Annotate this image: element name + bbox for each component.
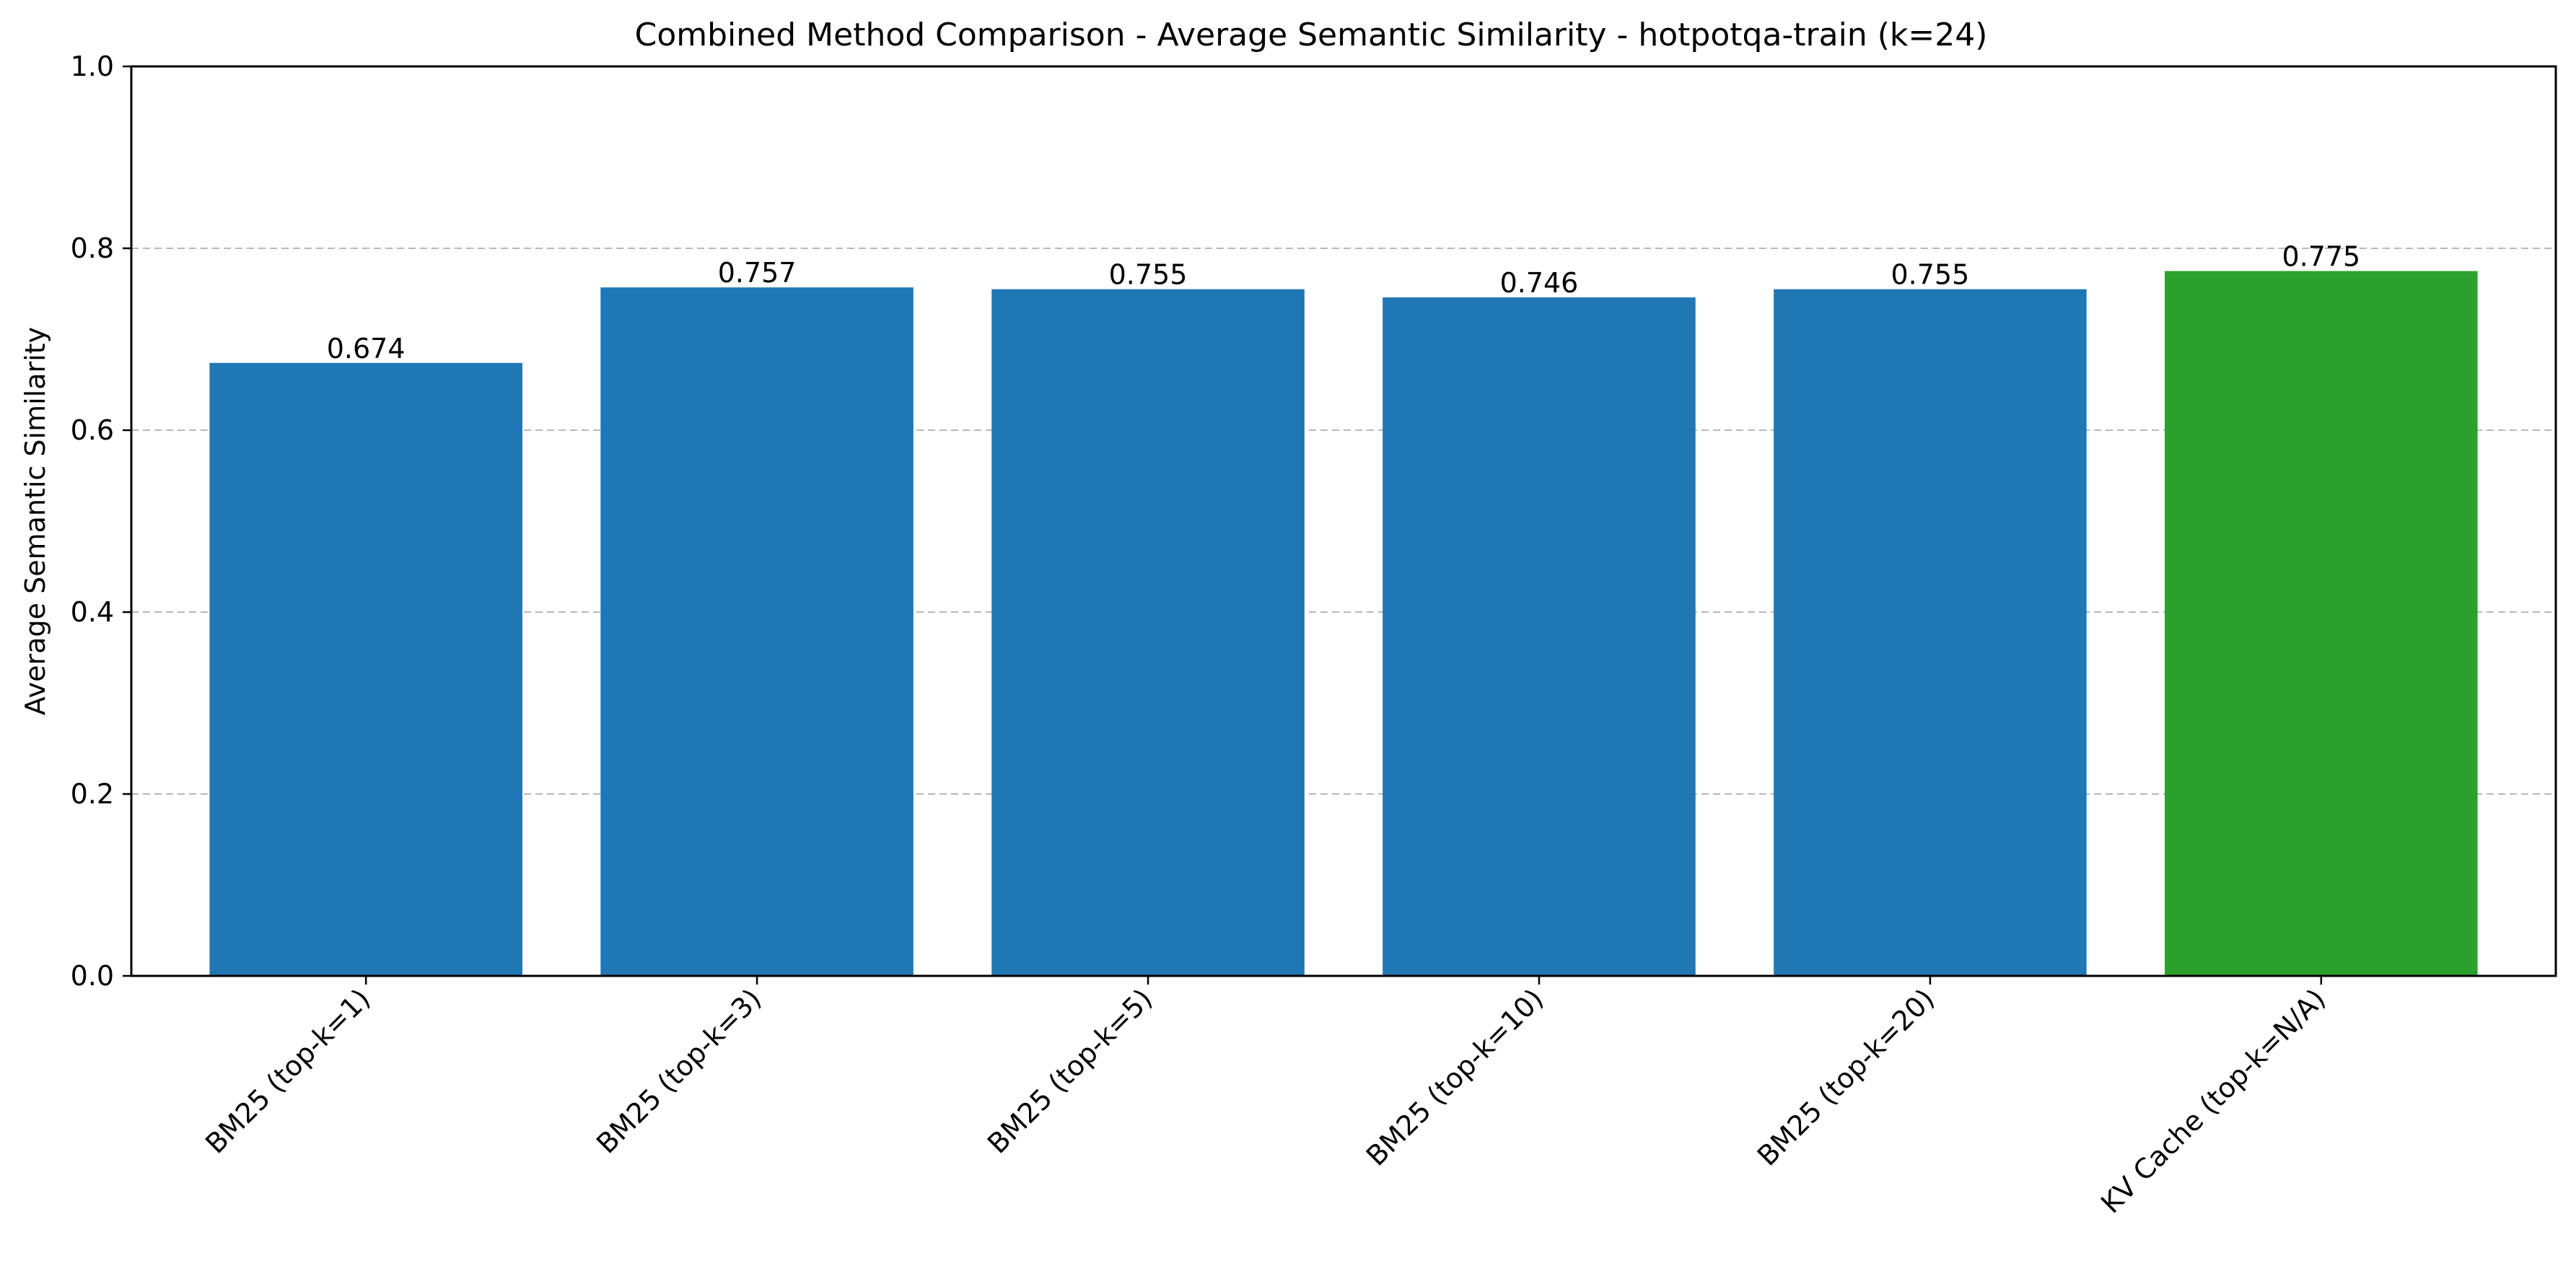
bar-value-label-1: 0.757 xyxy=(718,257,797,289)
chart-title: Combined Method Comparison - Average Sem… xyxy=(635,17,1988,53)
y-tick-label-3: 0.6 xyxy=(71,414,114,446)
axes xyxy=(130,65,2557,977)
bar-1 xyxy=(600,287,914,976)
y-tick-label-4: 0.8 xyxy=(71,232,114,264)
bars xyxy=(209,271,2478,976)
y-ticks: 0.0 0.2 0.4 0.6 0.8 1.0 xyxy=(71,51,131,992)
bar-value-labels: 0.674 0.757 0.755 0.746 0.755 0.775 xyxy=(327,241,2360,365)
bar-value-label-0: 0.674 xyxy=(327,333,406,365)
plot-frame xyxy=(130,65,2557,977)
y-tick-label-2: 0.4 xyxy=(71,596,114,628)
bar-value-label-3: 0.746 xyxy=(1500,267,1579,299)
bar-2 xyxy=(991,289,1305,976)
y-tick-label-5: 1.0 xyxy=(71,51,114,82)
bar-3 xyxy=(1383,297,1696,976)
bar-value-label-4: 0.755 xyxy=(1891,259,1970,291)
y-tick-label-1: 0.2 xyxy=(71,778,114,810)
bar-5 xyxy=(2165,271,2478,976)
bar-0 xyxy=(209,362,522,976)
y-tick-label-0: 0.0 xyxy=(71,960,114,992)
bar-value-label-5: 0.775 xyxy=(2282,241,2360,273)
y-axis-label: Average Semantic Similarity xyxy=(19,327,51,715)
bar-value-label-2: 0.755 xyxy=(1109,259,1188,291)
bar-4 xyxy=(1774,289,2087,976)
